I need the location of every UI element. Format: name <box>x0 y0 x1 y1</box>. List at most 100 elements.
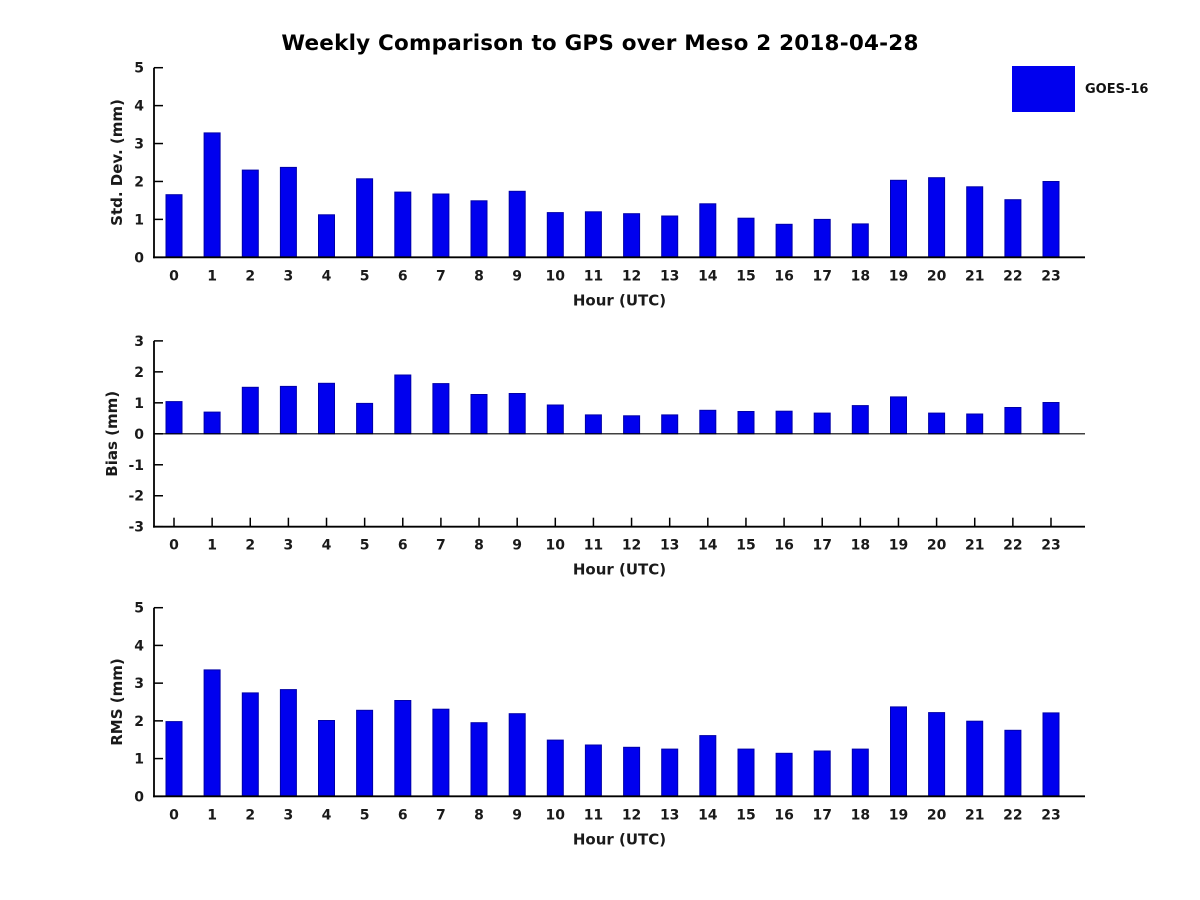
x-tick-label: 6 <box>398 807 408 823</box>
x-tick-label: 15 <box>736 268 755 284</box>
x-tick-label: 0 <box>169 807 179 823</box>
bar-bias-hour-3 <box>279 385 297 435</box>
x-tick-label: 16 <box>774 538 793 554</box>
bar-bias-hour-22 <box>1004 407 1022 435</box>
y-tick-label: -1 <box>128 458 144 474</box>
x-tick-label: 2 <box>245 807 255 823</box>
bar-std-dev-hour-10 <box>546 212 564 258</box>
bar-bias-hour-18 <box>851 405 869 435</box>
bar-rms-hour-18 <box>851 748 869 797</box>
x-tick-label: 0 <box>169 538 179 554</box>
bar-bias-hour-16 <box>775 410 793 435</box>
bar-std-dev-hour-2 <box>241 169 259 258</box>
bar-rms-hour-21 <box>966 720 984 797</box>
x-axis-label-bias: Hour (UTC) <box>573 561 666 579</box>
bar-std-dev-hour-21 <box>966 186 984 258</box>
bar-bias-hour-6 <box>394 374 412 435</box>
x-tick-label: 2 <box>245 268 255 284</box>
x-tick-label: 20 <box>927 807 947 823</box>
y-tick-label: -3 <box>128 520 144 536</box>
y-axis-label-std-dev: Std. Dev. (mm) <box>108 99 126 226</box>
bar-rms-hour-6 <box>394 700 412 797</box>
x-tick-label: 21 <box>965 268 984 284</box>
bar-rms-hour-13 <box>661 748 679 797</box>
x-tick-label: 12 <box>622 538 641 554</box>
x-tick-label: 6 <box>398 538 408 554</box>
x-tick-label: 13 <box>660 807 679 823</box>
bar-bias-hour-23 <box>1042 402 1060 435</box>
x-tick-label: 0 <box>169 268 179 284</box>
bar-bias-hour-12 <box>623 415 641 435</box>
x-tick-label: 16 <box>774 268 793 284</box>
x-tick-label: 15 <box>736 538 755 554</box>
x-tick-label: 4 <box>322 268 332 284</box>
bar-std-dev-hour-13 <box>661 215 679 258</box>
bar-std-dev-hour-19 <box>890 179 907 258</box>
x-tick-label: 8 <box>474 538 484 554</box>
bar-bias-hour-4 <box>318 382 335 435</box>
bar-rms-hour-22 <box>1004 729 1022 797</box>
x-tick-label: 7 <box>436 268 446 284</box>
bar-std-dev-hour-7 <box>432 193 450 258</box>
y-tick-label: -2 <box>128 489 144 505</box>
bar-std-dev-hour-4 <box>318 214 335 258</box>
y-tick-label: 4 <box>134 99 144 115</box>
x-tick-label: 8 <box>474 807 484 823</box>
y-tick-label: 1 <box>134 212 144 228</box>
bar-bias-hour-2 <box>241 386 259 435</box>
x-tick-label: 19 <box>889 538 908 554</box>
chart-title: Weekly Comparison to GPS over Meso 2 201… <box>281 31 919 56</box>
bar-rms-hour-16 <box>775 752 793 797</box>
bar-bias-hour-13 <box>661 414 679 435</box>
bar-rms-hour-2 <box>241 692 259 797</box>
x-tick-label: 9 <box>512 807 522 823</box>
bar-rms-hour-20 <box>928 712 946 797</box>
x-tick-label: 5 <box>360 268 370 284</box>
x-tick-label: 14 <box>698 807 718 823</box>
bar-rms-hour-11 <box>584 744 602 797</box>
x-tick-label: 15 <box>736 807 755 823</box>
x-tick-label: 10 <box>546 538 566 554</box>
y-tick-label: 5 <box>134 601 144 617</box>
bar-std-dev-hour-15 <box>737 217 755 258</box>
bar-std-dev-hour-11 <box>584 211 602 258</box>
x-tick-label: 8 <box>474 268 484 284</box>
x-tick-label: 3 <box>284 807 294 823</box>
bar-rms-hour-0 <box>165 721 183 797</box>
x-tick-label: 5 <box>360 807 370 823</box>
x-tick-label: 7 <box>436 807 446 823</box>
x-tick-label: 14 <box>698 268 718 284</box>
bar-bias-hour-14 <box>699 409 717 435</box>
bar-rms-hour-5 <box>356 709 374 797</box>
legend-label: GOES-16 <box>1085 81 1149 97</box>
x-tick-label: 18 <box>851 538 870 554</box>
bar-std-dev-hour-8 <box>470 200 488 258</box>
bar-rms-hour-15 <box>737 748 755 797</box>
x-tick-label: 10 <box>546 268 566 284</box>
bar-rms-hour-23 <box>1042 712 1060 797</box>
bar-rms-hour-14 <box>699 735 717 797</box>
x-axis-label-std-dev: Hour (UTC) <box>573 291 666 309</box>
x-tick-label: 18 <box>851 807 870 823</box>
bar-std-dev-hour-18 <box>851 223 869 258</box>
x-tick-label: 12 <box>622 807 641 823</box>
bar-bias-hour-7 <box>432 383 450 435</box>
bar-rms-hour-12 <box>623 746 641 797</box>
x-tick-label: 22 <box>1003 807 1022 823</box>
y-tick-label: 3 <box>134 137 144 153</box>
bar-std-dev-hour-14 <box>699 203 717 258</box>
bar-std-dev-hour-16 <box>775 223 793 258</box>
bar-bias-hour-1 <box>203 411 221 435</box>
x-tick-label: 21 <box>965 538 984 554</box>
x-tick-label: 5 <box>360 538 370 554</box>
x-tick-label: 17 <box>812 807 831 823</box>
x-tick-label: 7 <box>436 538 446 554</box>
x-tick-label: 21 <box>965 807 984 823</box>
x-tick-label: 1 <box>207 268 217 284</box>
x-tick-label: 1 <box>207 807 217 823</box>
y-tick-label: 4 <box>134 638 144 654</box>
bar-rms-hour-9 <box>508 713 526 797</box>
bar-bias-hour-0 <box>165 401 183 435</box>
